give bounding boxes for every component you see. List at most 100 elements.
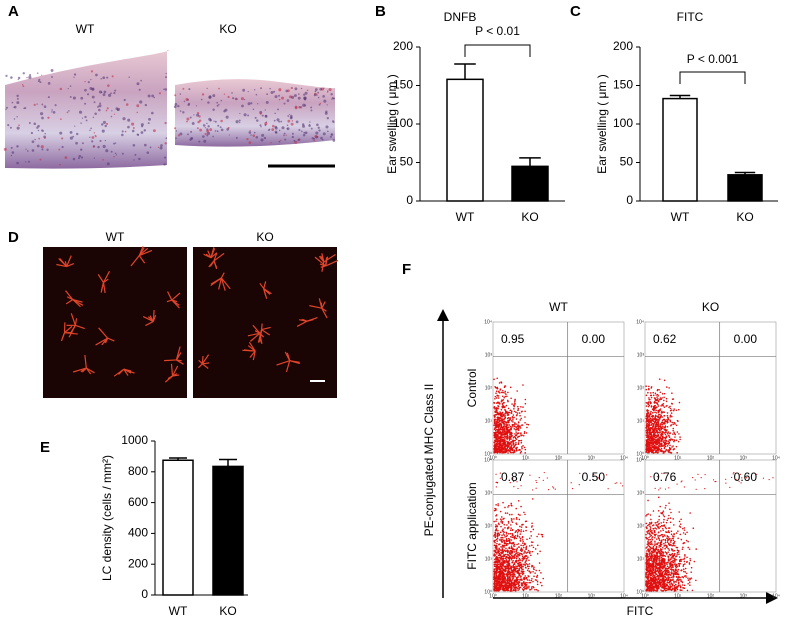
cell-process [198, 359, 203, 365]
event-dot [669, 432, 671, 435]
event-dot [520, 578, 523, 581]
event-dot [525, 545, 528, 548]
event-dot [511, 521, 514, 523]
event-dot [663, 418, 666, 421]
event-dot [493, 582, 496, 585]
y-tick-label: 1000 [121, 433, 148, 447]
event-dot [651, 589, 654, 591]
tissue-dot [214, 120, 217, 123]
event-dot [654, 562, 657, 564]
tissue-dot [280, 120, 283, 123]
event-dot [666, 574, 668, 576]
event-dot [525, 576, 528, 579]
event-dot [664, 433, 667, 436]
tissue-dot [102, 120, 107, 124]
event-dot [527, 556, 529, 559]
event-dot [677, 562, 680, 565]
event-dot [660, 443, 662, 446]
event-dot [508, 513, 511, 516]
event-dot [679, 589, 682, 592]
event-dot [519, 427, 522, 429]
event-dot [496, 440, 499, 442]
event-dot [498, 580, 500, 583]
event-dot [495, 538, 498, 541]
event-dot [505, 404, 508, 407]
event-dot [648, 567, 650, 570]
event-dot [649, 417, 652, 420]
event-dot [515, 428, 518, 431]
event-dot [496, 542, 498, 545]
event-dot [663, 392, 666, 395]
event-dot [522, 406, 524, 408]
event-dot [650, 386, 653, 388]
tissue-dot [260, 138, 264, 142]
event-dot [509, 585, 512, 587]
event-dot [670, 530, 673, 533]
cell-process [220, 272, 225, 279]
event-dot [515, 518, 518, 520]
event-dot [685, 572, 688, 575]
cell-process [276, 360, 290, 366]
y-tick-label: 800 [128, 464, 148, 478]
y-tick-label: 0 [626, 193, 633, 207]
event-dot [493, 441, 496, 444]
event-dot [496, 549, 499, 551]
tissue-dot [278, 120, 281, 123]
event-dot [513, 410, 516, 413]
event-dot [510, 524, 512, 526]
cell-process [171, 365, 179, 377]
event-dot [511, 561, 514, 564]
event-dot [522, 544, 524, 547]
event-dot [512, 414, 515, 416]
event-dot [507, 411, 510, 414]
event-dot [669, 517, 672, 519]
event-dot [651, 414, 654, 417]
event-dot [511, 403, 513, 405]
tissue-dot [28, 75, 32, 79]
event-dot [658, 579, 661, 582]
event-dot [515, 587, 518, 589]
event-dot [670, 566, 673, 569]
event-dot [502, 533, 505, 535]
y-tick-label: 100 [613, 116, 633, 130]
event-dot [650, 559, 653, 562]
event-dot [656, 393, 659, 396]
tissue-dot [158, 92, 162, 95]
event-dot [493, 578, 495, 581]
event-dot [687, 582, 689, 585]
event-dot [652, 547, 655, 550]
cell-process [130, 255, 140, 267]
event-dot [523, 446, 526, 449]
tissue-dot [270, 141, 272, 144]
event-dot [607, 488, 609, 490]
event-dot [517, 585, 520, 588]
event-dot [679, 562, 681, 565]
event-dot [507, 573, 509, 575]
tissue-dot [294, 105, 298, 109]
event-dot [501, 529, 504, 532]
event-dot [509, 432, 512, 435]
event-dot [502, 405, 505, 407]
event-dot [648, 560, 650, 563]
event-dot [663, 439, 665, 442]
cell-process [65, 299, 74, 305]
event-dot [521, 535, 524, 538]
tissue-dot [278, 140, 281, 143]
event-dot [650, 442, 653, 445]
event-dot [656, 430, 658, 433]
event-dot [504, 443, 506, 445]
event-dot [646, 546, 648, 548]
event-dot [649, 514, 652, 516]
event-dot [657, 424, 660, 426]
event-dot [500, 419, 503, 421]
tissue-dot [297, 93, 300, 95]
event-dot [671, 585, 674, 587]
tissue-dot [298, 128, 301, 132]
event-dot [646, 524, 649, 527]
event-dot [666, 539, 669, 542]
event-dot [517, 528, 519, 531]
event-dot [500, 545, 502, 548]
event-dot [692, 527, 695, 530]
tissue-dot [300, 87, 303, 90]
event-dot [653, 586, 656, 589]
